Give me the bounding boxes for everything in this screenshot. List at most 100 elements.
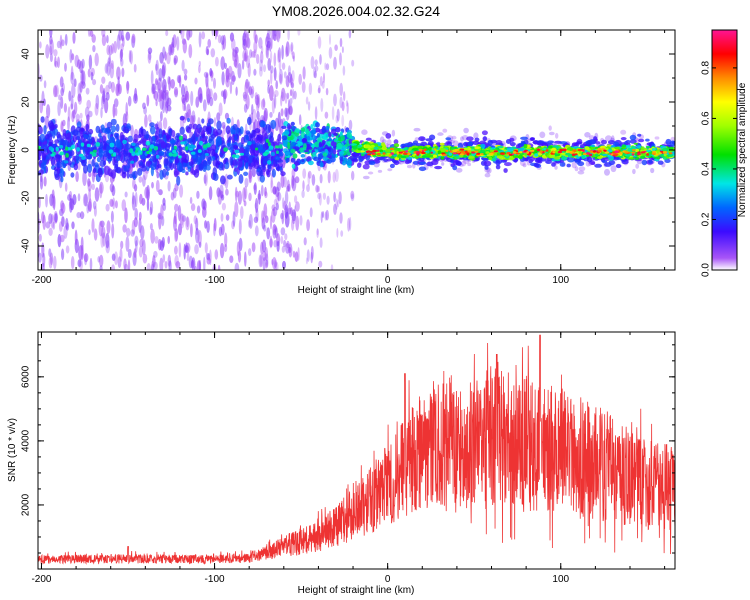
spectrogram-cell — [205, 164, 211, 171]
spectrogram-cell — [182, 95, 185, 112]
spectrogram-cell — [65, 146, 69, 151]
spectrogram-cell — [412, 147, 419, 151]
spectrogram-cell — [318, 141, 322, 148]
spectrogram-cell — [237, 250, 242, 263]
spectrogram-cell — [350, 143, 357, 146]
spectrogram-cell — [271, 168, 276, 178]
spectrogram-cell — [68, 90, 72, 102]
spectrogram-cell — [351, 59, 355, 67]
spectrogram-cell — [77, 161, 81, 171]
spectrogram-cell — [638, 138, 645, 143]
spectrogram-cell — [588, 139, 597, 145]
spectrogram-cell — [68, 190, 73, 201]
spectrogram-cell — [88, 54, 93, 70]
spectrogram-cell — [196, 190, 200, 199]
spectrogram-cell — [239, 152, 244, 156]
spectrogram-cell — [269, 238, 273, 248]
spectrogram-cell — [259, 174, 265, 183]
spectrogram-cell — [244, 251, 247, 267]
spectrogram-cell — [106, 220, 111, 234]
spectrogram-cell — [39, 133, 46, 143]
spectrogram-cell — [209, 249, 212, 266]
spectrogram-cell — [310, 124, 314, 130]
spectrogram-cell — [261, 129, 267, 138]
spectrogram-cell — [83, 193, 89, 207]
spectrogram-cell — [248, 192, 252, 202]
spectrogram-cell — [115, 139, 121, 148]
spectrogram-cell — [127, 248, 132, 259]
spectrogram-cell — [43, 125, 47, 135]
spectrogram-cell — [280, 108, 284, 117]
spectrogram-cell — [174, 203, 179, 212]
spectrogram-cell — [374, 157, 380, 162]
spectrogram-cell — [61, 216, 65, 227]
spectrogram-cell — [250, 88, 254, 99]
spectrogram-cell — [345, 100, 349, 107]
spectrogram-cell — [97, 167, 103, 178]
spectrogram-cell — [234, 49, 238, 63]
spectrogram-cell — [219, 242, 225, 259]
spectrogram-cell — [248, 219, 251, 228]
spectrogram-cell — [256, 53, 260, 65]
spectrogram-cell — [259, 254, 264, 268]
spectrogram-cell — [295, 201, 300, 212]
spectrogram-cell — [170, 41, 174, 53]
spectrogram-cell — [282, 141, 289, 148]
spectrogram-cell — [158, 214, 162, 230]
spectrogram-cell — [385, 133, 392, 139]
spectrogram-cell — [333, 203, 337, 215]
spectrogram-cell — [448, 152, 453, 156]
spectrogram-cell — [160, 141, 167, 149]
spectrogram-cell — [53, 85, 58, 98]
spectrogram-cell — [333, 56, 337, 70]
spectrogram-cell — [123, 165, 129, 172]
spectrogram-cell — [270, 65, 274, 74]
spectrogram-cell — [485, 151, 490, 154]
spectrogram-cell — [393, 143, 400, 148]
spectrogram-cell — [584, 146, 590, 151]
spectrogram-cell — [452, 149, 458, 153]
spectrogram-cell — [197, 229, 202, 246]
spectrogram-cell — [266, 40, 271, 49]
spectrogram-cell — [225, 188, 229, 196]
spectrogram-cell — [665, 138, 672, 145]
spectrogram-cell — [254, 225, 259, 237]
spectrogram-cell — [601, 139, 607, 145]
spectrogram-cell — [297, 136, 302, 140]
spectrogram-cell — [254, 94, 260, 106]
spectrogram-cell — [229, 156, 234, 166]
spectrogram-cell — [43, 98, 46, 106]
spectrogram-cell — [440, 156, 445, 160]
spectrogram-cell — [133, 248, 137, 259]
spectrogram-cell — [317, 36, 322, 49]
spectrogram-cell — [134, 184, 138, 192]
spectrogram-cell — [146, 198, 150, 211]
spectrogram-cell — [109, 142, 115, 148]
spectrogram-cell — [92, 149, 97, 153]
spectrogram-cell — [132, 138, 137, 144]
spectrogram-cell — [109, 198, 114, 207]
spectrogram-cell — [91, 34, 96, 43]
spectrogram-cell — [150, 228, 155, 244]
spectrogram-cell — [272, 257, 277, 270]
spectrogram-cell — [287, 65, 291, 76]
spectrogram-cell — [652, 156, 659, 159]
spectrogram-cell — [312, 66, 316, 78]
spectrogram-cell — [141, 197, 146, 206]
spectrogram-cell — [249, 171, 253, 183]
spectrogram-cell — [232, 48, 235, 62]
spectrogram-cell — [118, 84, 122, 95]
spectrogram-cell — [343, 91, 346, 102]
spectrogram-cell — [232, 211, 236, 227]
spectrogram-cell — [631, 151, 636, 154]
spectrogram-cell — [581, 155, 586, 159]
spectrogram-cell — [277, 49, 280, 63]
spectrogram-cell — [140, 126, 144, 134]
spectrogram-cell — [455, 155, 460, 159]
spectrogram-cell — [194, 77, 198, 85]
spectrogram-cell — [648, 159, 653, 164]
spectrogram-cell — [92, 79, 97, 86]
spectrogram-cell — [121, 67, 125, 78]
spectrogram-cell — [294, 195, 298, 204]
spectrogram-cell — [292, 250, 296, 258]
